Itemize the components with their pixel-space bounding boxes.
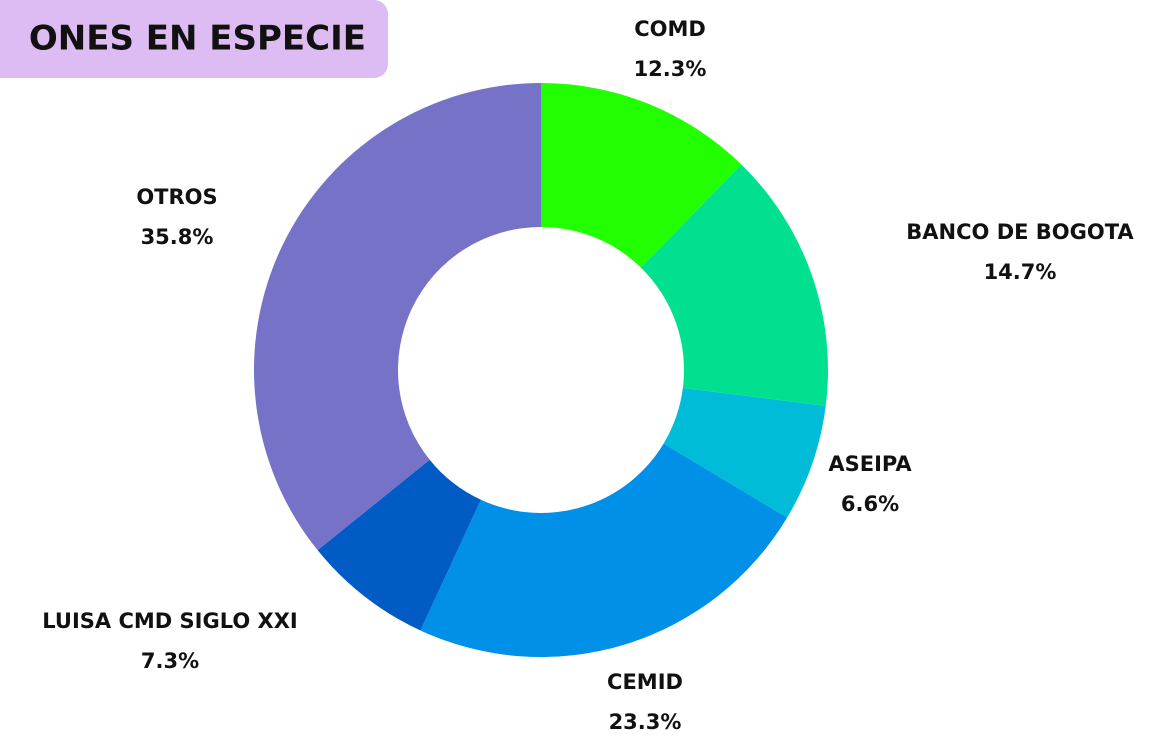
slice <box>317 459 481 631</box>
slice-value: 35.8% <box>141 225 214 249</box>
slice-label: ASEIPA <box>828 452 912 476</box>
slice-label: BANCO DE BOGOTA <box>906 220 1134 244</box>
slice <box>254 83 542 551</box>
title-box <box>0 0 388 78</box>
slice-value: 12.3% <box>634 57 707 81</box>
slice-value: 23.3% <box>609 710 682 734</box>
slice <box>541 83 742 268</box>
slice-label: OTROS <box>136 185 217 209</box>
slice <box>640 164 828 406</box>
slice-value: 6.6% <box>841 492 899 516</box>
slice <box>663 387 826 518</box>
slice <box>420 443 788 657</box>
slice-value: 14.7% <box>984 260 1057 284</box>
slice-label: COMD <box>634 17 706 41</box>
chart-title: ONES EN ESPECIE <box>29 19 366 59</box>
slice-label: LUISA CMD SIGLO XXI <box>42 609 297 633</box>
slice-value: 7.3% <box>141 649 199 673</box>
slice-label: CEMID <box>607 670 683 694</box>
